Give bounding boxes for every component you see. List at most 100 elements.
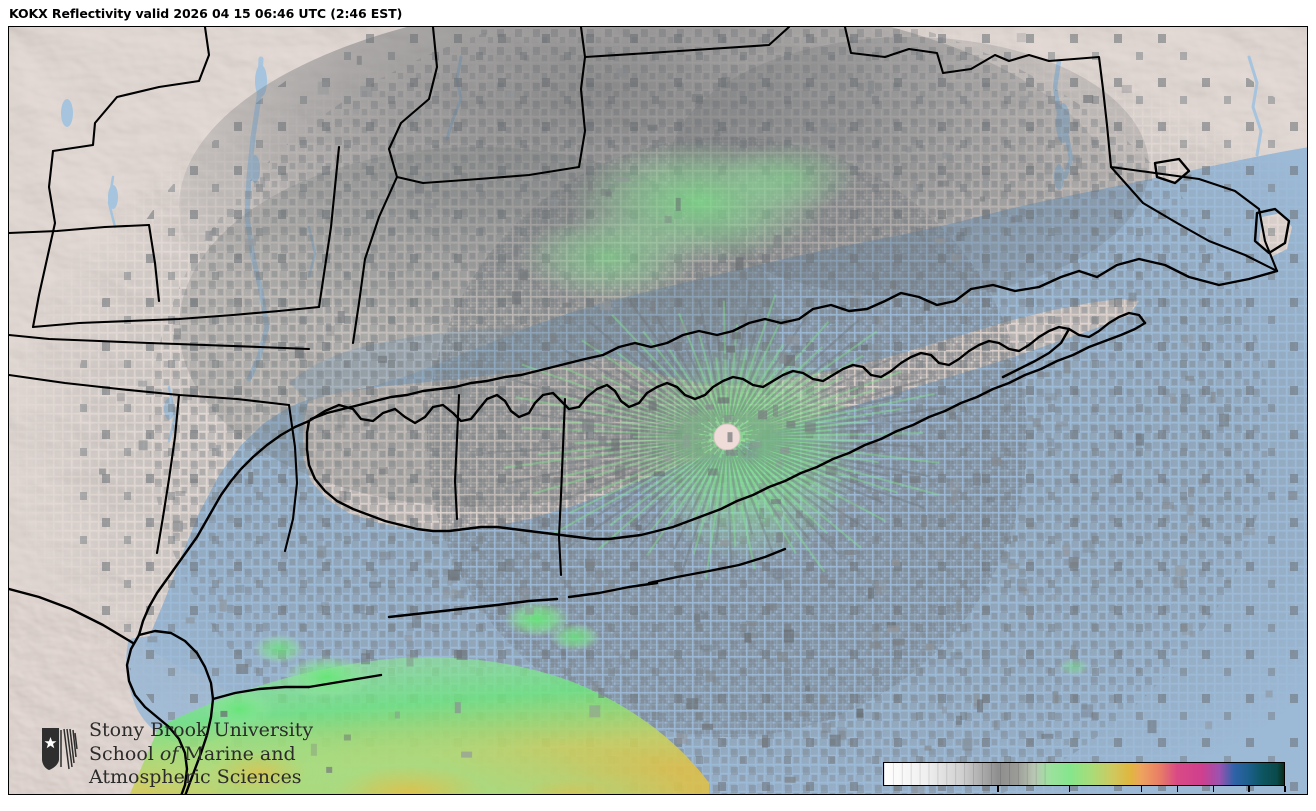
radial-spoke — [744, 413, 847, 435]
radial-spoke — [754, 438, 886, 454]
radial-spoke — [734, 444, 840, 556]
radial-spoke — [760, 429, 832, 436]
radial-spoke — [507, 442, 696, 485]
radial-spoke — [752, 377, 929, 431]
radial-spoke — [606, 409, 704, 434]
colorbar-tick-60 — [1212, 786, 1214, 792]
reflectivity-colorbar[interactable]: 0 20 40 50 60 70 80 — [875, 757, 1295, 794]
colorbar-tick-80 — [1284, 786, 1286, 792]
radial-spoke — [614, 367, 715, 430]
radial-spoke — [742, 442, 842, 482]
radial-spoke — [739, 444, 868, 531]
radial-spoke — [626, 296, 717, 422]
radial-spoke — [637, 441, 711, 469]
radial-spoke — [755, 404, 845, 431]
radial-spoke — [735, 448, 810, 539]
radial-spoke — [616, 442, 702, 468]
colorbar-label-0: 0 — [993, 791, 1003, 794]
radial-spoke — [588, 321, 710, 423]
radial-spoke — [730, 446, 766, 522]
radial-spoke — [611, 314, 719, 428]
radial-spoke — [559, 438, 709, 466]
radial-spoke — [745, 369, 811, 423]
radial-spoke — [562, 348, 702, 425]
radial-spoke — [597, 448, 714, 550]
radial-spoke — [515, 396, 707, 434]
radial-spoke — [723, 448, 728, 511]
radial-spoke — [739, 376, 820, 430]
radial-spoke — [733, 375, 761, 423]
radial-spoke — [679, 453, 716, 502]
radial-spoke — [651, 393, 716, 432]
radial-spoke — [729, 453, 756, 570]
radial-spoke — [670, 446, 719, 497]
radial-spoke — [627, 444, 721, 549]
title-bar: KOKX Reflectivity valid 2026 04 15 06:46… — [0, 0, 1316, 26]
radial-spoke — [647, 380, 712, 427]
radial-spoke — [756, 445, 899, 494]
radial-spoke — [737, 373, 789, 427]
radial-spoke — [747, 440, 840, 463]
radial-spoke — [649, 449, 711, 502]
radial-spoke — [550, 445, 712, 536]
radial-spoke — [748, 407, 903, 435]
radial-spoke — [729, 294, 777, 428]
radial-spoke — [747, 344, 851, 422]
radial-spoke — [506, 410, 694, 435]
radial-spoke — [740, 440, 925, 510]
radial-spoke — [539, 436, 712, 443]
radial-spoke — [744, 396, 798, 428]
radial-spoke — [640, 443, 717, 495]
radial-spoke — [727, 324, 739, 422]
radial-spoke — [616, 351, 711, 425]
radial-spoke — [503, 438, 706, 469]
colorbar-tick-70 — [1248, 786, 1250, 792]
radial-spoke — [760, 440, 847, 455]
page-title: KOKX Reflectivity valid 2026 04 15 06:46… — [9, 5, 403, 21]
radial-spoke — [614, 438, 712, 459]
coastline — [9, 157, 1291, 794]
colorbar-gradient-box — [883, 762, 1285, 786]
colorbar-label-80: 80 — [1275, 791, 1295, 794]
colorbar-tick-20 — [1068, 786, 1071, 792]
state-and-county-borders — [9, 27, 1279, 577]
radial-spoke — [744, 443, 885, 505]
radial-spoke — [735, 446, 788, 507]
radial-spoke — [736, 452, 782, 521]
colorbar-tick-labels: 0 20 40 50 60 70 80 — [883, 791, 1295, 794]
radial-spoke — [751, 404, 959, 435]
radial-spoke — [743, 451, 801, 504]
radial-spoke — [743, 450, 862, 549]
radial-spoke — [750, 448, 886, 522]
radial-spoke — [740, 368, 779, 419]
radial-spoke — [641, 447, 703, 476]
colorbar-tick-50 — [1176, 786, 1178, 792]
radial-spoke — [650, 455, 713, 532]
radial-spoke — [707, 453, 725, 521]
radial-spoke — [606, 389, 709, 431]
radial-spoke — [742, 370, 902, 432]
radial-spoke — [748, 388, 875, 431]
radial-spoke — [678, 313, 723, 425]
colorbar-ticks — [883, 786, 1286, 793]
radial-spoke — [609, 451, 708, 526]
map-panel[interactable]: Stony Brook University School of Marine … — [8, 26, 1308, 795]
radial-spoke — [742, 448, 834, 519]
radial-spoke — [481, 437, 697, 455]
radial-spoke — [741, 392, 935, 435]
isolated-green-cells — [205, 601, 1090, 729]
radial-spoke — [615, 427, 700, 437]
radial-spoke — [750, 441, 891, 478]
radial-spoke — [730, 348, 748, 419]
radial-spoke — [563, 366, 707, 430]
precipitation-band-southwest — [129, 657, 709, 794]
radial-spoke — [620, 420, 712, 436]
radial-spoke — [685, 347, 723, 427]
radial-spoke — [742, 429, 867, 438]
radial-spoke — [675, 457, 722, 588]
radial-spoke — [742, 438, 879, 464]
colorbar-tick-0 — [997, 786, 999, 792]
radial-spoke — [754, 444, 852, 475]
radial-spoke — [754, 394, 819, 426]
